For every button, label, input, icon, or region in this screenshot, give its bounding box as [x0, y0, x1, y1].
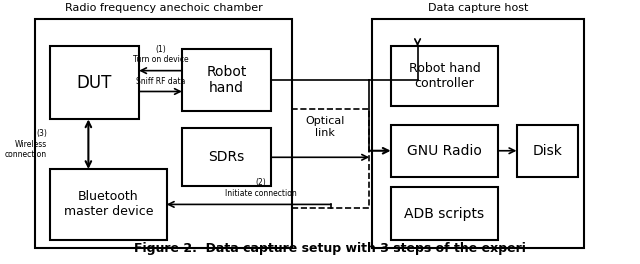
Text: Disk: Disk [532, 144, 562, 158]
Text: Data capture host: Data capture host [428, 3, 529, 13]
Bar [50, 169, 166, 240]
Bar [292, 109, 369, 208]
Text: GNU Radio: GNU Radio [407, 144, 482, 158]
Text: ADB scripts: ADB scripts [404, 206, 484, 220]
Bar [390, 46, 498, 106]
Bar [182, 129, 271, 186]
Text: Robot
hand: Robot hand [206, 65, 246, 95]
Bar [35, 18, 292, 248]
Bar [390, 187, 498, 240]
Text: Optical
link: Optical link [305, 116, 345, 138]
Text: DUT: DUT [77, 74, 112, 92]
Bar [390, 125, 498, 177]
Text: Radio frequency anechoic chamber: Radio frequency anechoic chamber [65, 3, 262, 13]
Text: SDRs: SDRs [209, 150, 244, 164]
Text: (1)
Turn on device: (1) Turn on device [132, 45, 188, 64]
Text: (3)
Wireless
connection: (3) Wireless connection [5, 129, 47, 159]
Text: (2)
Initiate connection: (2) Initiate connection [225, 178, 297, 198]
Bar [516, 125, 578, 177]
Bar [50, 46, 139, 119]
Text: Robot hand
controller: Robot hand controller [408, 62, 480, 90]
Bar [182, 49, 271, 111]
Text: Figure 2.  Data capture setup with 3 steps of the experi-: Figure 2. Data capture setup with 3 step… [134, 242, 531, 256]
Text: Sniff RF data: Sniff RF data [136, 77, 185, 86]
Bar [372, 18, 584, 248]
Text: Bluetooth
master device: Bluetooth master device [63, 190, 153, 218]
